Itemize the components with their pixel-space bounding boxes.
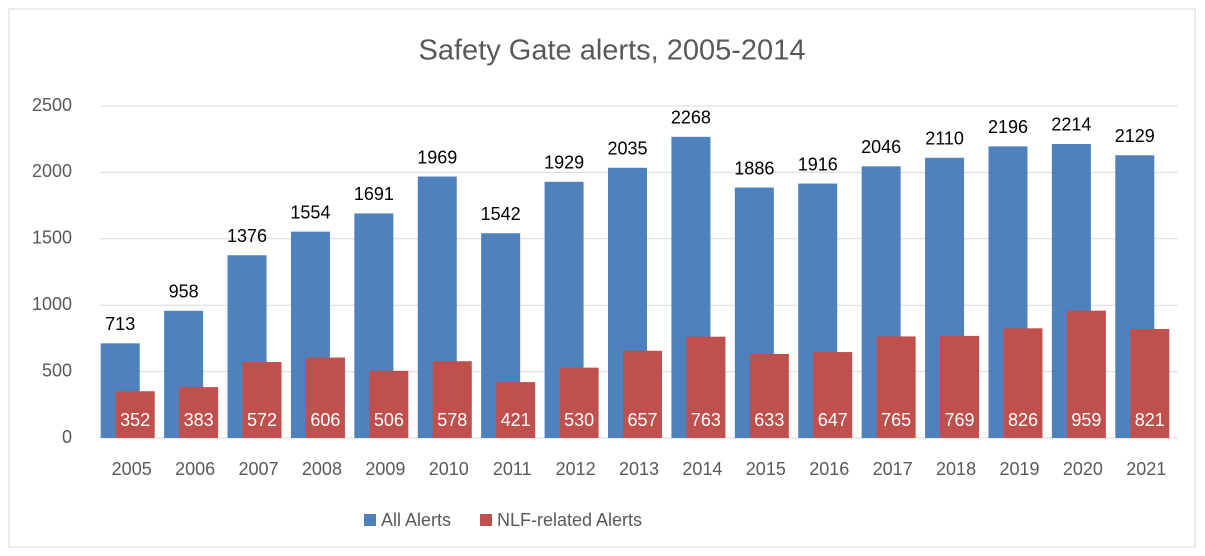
bar	[305, 357, 345, 438]
y-tick-label: 2000	[32, 161, 72, 181]
bar	[1003, 328, 1043, 438]
bar	[369, 370, 409, 438]
legend-label: All Alerts	[381, 510, 451, 530]
x-tick-label: 2014	[682, 459, 722, 479]
data-label: 2046	[861, 137, 901, 157]
data-label: 647	[818, 410, 848, 430]
data-label: 769	[945, 410, 975, 430]
x-tick-label: 2018	[936, 459, 976, 479]
x-tick-label: 2007	[239, 459, 279, 479]
bar	[559, 367, 599, 438]
legend-swatch	[364, 514, 376, 526]
bar	[749, 353, 789, 438]
bar	[623, 350, 662, 438]
data-label: 763	[691, 410, 721, 430]
bar	[813, 352, 853, 438]
data-label: 2196	[988, 117, 1028, 137]
data-label: 657	[627, 410, 657, 430]
data-label: 713	[105, 314, 135, 334]
data-label: 1542	[481, 204, 521, 224]
x-tick-label: 2015	[746, 459, 786, 479]
data-label: 2035	[607, 139, 647, 159]
x-tick-label: 2010	[429, 459, 469, 479]
y-tick-label: 0	[62, 427, 72, 447]
data-label: 421	[501, 410, 531, 430]
data-label: 383	[184, 410, 214, 430]
data-label: 506	[374, 410, 404, 430]
y-tick-label: 1000	[32, 294, 72, 314]
x-tick-label: 2011	[493, 459, 532, 479]
data-label: 2268	[671, 108, 711, 128]
data-label: 1691	[354, 184, 394, 204]
x-tick-label: 2005	[112, 459, 152, 479]
x-tick-label: 2013	[619, 459, 659, 479]
data-label: 1554	[290, 202, 330, 222]
data-label: 958	[169, 282, 199, 302]
x-tick-label: 2012	[556, 459, 596, 479]
x-tick-label: 2016	[809, 459, 849, 479]
x-tick-label: 2021	[1126, 459, 1166, 479]
data-label: 2214	[1051, 115, 1091, 135]
bar	[179, 387, 219, 438]
bar	[115, 391, 155, 438]
bar	[940, 335, 980, 438]
data-label: 1929	[544, 153, 584, 173]
x-tick-label: 2020	[1063, 459, 1103, 479]
x-tick-label: 2009	[365, 459, 405, 479]
data-label: 2129	[1115, 126, 1155, 146]
data-label: 530	[564, 410, 594, 430]
data-label: 765	[881, 410, 911, 430]
data-label: 352	[120, 410, 150, 430]
chart-title: Safety Gate alerts, 2005-2014	[419, 35, 806, 67]
legend-label: NLF-related Alerts	[497, 510, 642, 530]
bar	[1130, 328, 1170, 438]
data-label: 1886	[734, 158, 774, 178]
data-label: 578	[437, 410, 467, 430]
data-label: 2110	[925, 129, 964, 149]
data-label: 606	[310, 410, 340, 430]
bar	[432, 361, 472, 438]
legend-swatch	[480, 514, 492, 526]
data-label: 1969	[417, 147, 457, 167]
data-label: 821	[1135, 410, 1165, 430]
bar	[1066, 310, 1106, 438]
bar	[686, 336, 726, 438]
data-label: 959	[1071, 410, 1101, 430]
x-tick-label: 2008	[302, 459, 342, 479]
data-label: 826	[1008, 410, 1038, 430]
data-label: 1916	[798, 154, 838, 174]
x-tick-label: 2006	[175, 459, 215, 479]
bar	[242, 362, 282, 438]
x-tick-label: 2017	[873, 459, 913, 479]
y-tick-label: 500	[42, 360, 72, 380]
bar	[876, 336, 916, 438]
bar	[496, 382, 536, 438]
y-tick-label: 1500	[32, 228, 72, 248]
data-label: 572	[247, 410, 277, 430]
data-label: 1376	[227, 226, 267, 246]
data-label: 633	[754, 410, 784, 430]
y-tick-label: 2500	[32, 95, 72, 115]
x-tick-label: 2019	[999, 459, 1039, 479]
